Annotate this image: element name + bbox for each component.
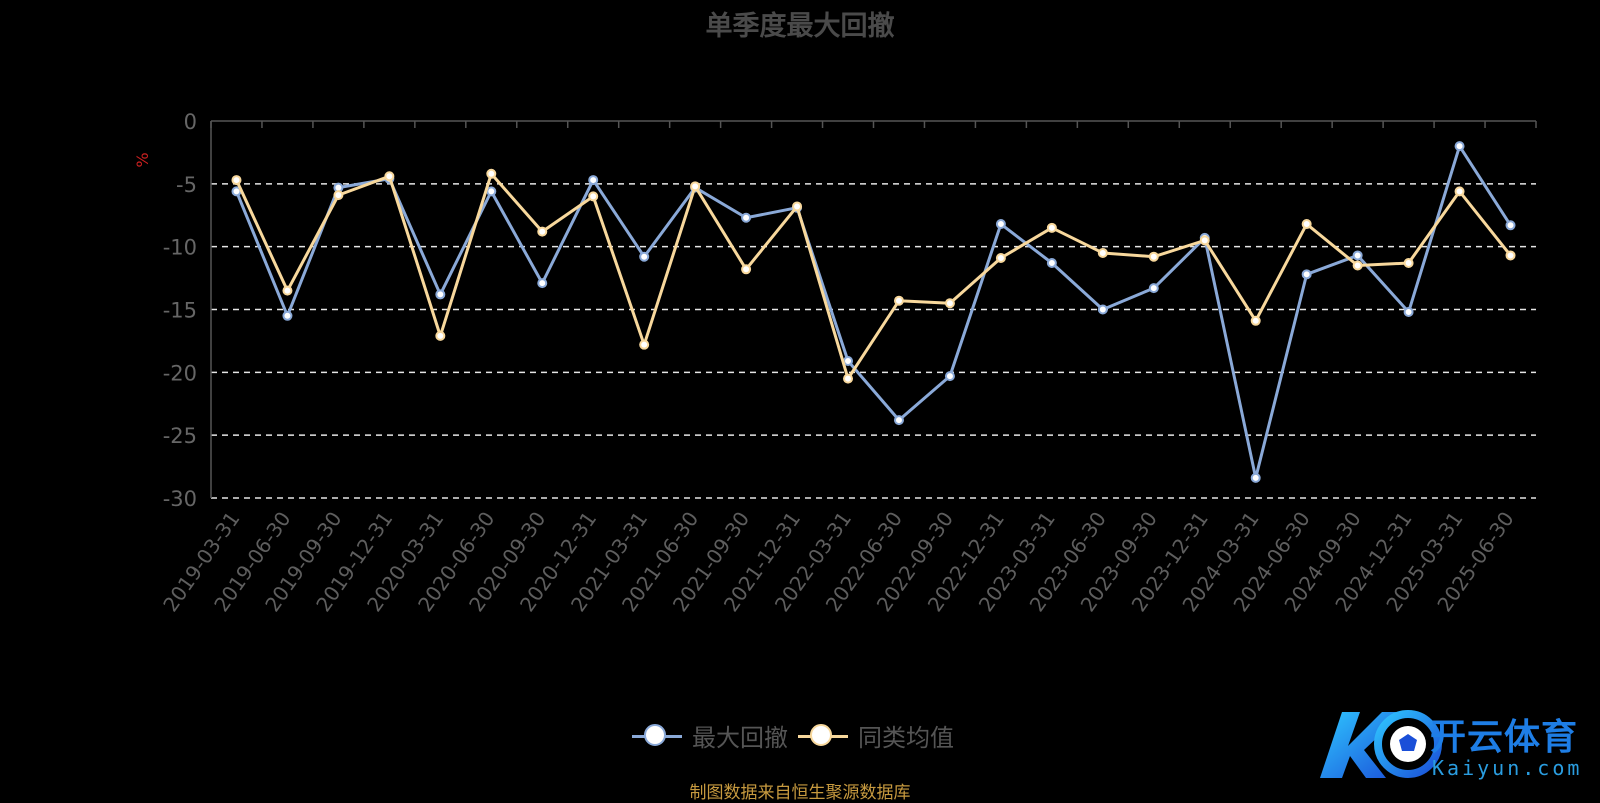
data-point[interactable] [1454, 141, 1465, 152]
data-point[interactable] [1148, 283, 1159, 294]
data-point[interactable] [486, 186, 497, 197]
data-point[interactable] [588, 175, 599, 186]
data-point[interactable] [1250, 472, 1261, 483]
data-point[interactable] [1403, 258, 1414, 269]
data-point[interactable] [1403, 307, 1414, 318]
data-point[interactable] [333, 190, 344, 201]
data-point[interactable] [282, 310, 293, 321]
data-point[interactable] [1352, 250, 1363, 261]
y-tick-label: -5 [176, 173, 197, 197]
y-axis-label: % [133, 152, 152, 167]
data-point[interactable] [537, 226, 548, 237]
data-point[interactable] [1454, 186, 1465, 197]
data-point[interactable] [435, 330, 446, 341]
data-point[interactable] [690, 181, 701, 192]
series [231, 141, 1516, 483]
series-line [235, 144, 1512, 480]
data-point[interactable] [1097, 247, 1108, 258]
y-tick-label: -25 [163, 424, 197, 448]
data-point[interactable] [486, 168, 497, 179]
y-tick-label: -15 [163, 299, 197, 323]
data-point[interactable] [1301, 219, 1312, 230]
data-point[interactable] [1301, 269, 1312, 280]
data-point[interactable] [384, 171, 395, 182]
brand-logo [1320, 710, 1442, 778]
data-point[interactable] [537, 278, 548, 289]
data-point[interactable] [1148, 251, 1159, 262]
data-point[interactable] [435, 289, 446, 300]
chart-title: 单季度最大回撤 [705, 11, 895, 42]
data-point[interactable] [944, 298, 955, 309]
brand-name: 开云体育 [1430, 717, 1579, 758]
legend-item-max-drawdown[interactable]: 最大回撤 [632, 718, 788, 753]
series-line [235, 172, 1512, 381]
data-point[interactable] [1352, 260, 1363, 271]
data-point[interactable] [639, 339, 650, 350]
brand-domain: Kaiyun.com [1432, 756, 1583, 780]
data-point[interactable] [639, 251, 650, 262]
axes [210, 120, 1537, 498]
y-tick-label: -20 [163, 361, 197, 385]
data-point[interactable] [231, 175, 242, 186]
data-point[interactable] [1505, 250, 1516, 261]
legend-item-peer-average[interactable]: 同类均值 [798, 718, 954, 753]
y-tick-label: -10 [163, 236, 197, 260]
x-tick-labels: 2019-03-312019-06-302019-09-302019-12-31… [158, 507, 1518, 616]
data-point[interactable] [1046, 258, 1057, 269]
data-point[interactable] [588, 191, 599, 202]
legend-swatch-peer-average [798, 721, 848, 751]
y-tick-label: 0 [184, 110, 197, 134]
data-point[interactable] [1250, 315, 1261, 326]
data-point[interactable] [1097, 304, 1108, 315]
data-point[interactable] [741, 212, 752, 223]
data-point[interactable] [944, 371, 955, 382]
data-point[interactable] [741, 264, 752, 275]
series-0 [231, 141, 1516, 483]
data-point[interactable] [792, 201, 803, 212]
source-note: 制图数据来自恒生聚源数据库 [689, 783, 911, 803]
data-point[interactable] [1046, 222, 1057, 233]
legend-swatch-max-drawdown [632, 721, 682, 751]
data-point[interactable] [843, 356, 854, 367]
legend-label-max-drawdown: 最大回撤 [692, 724, 788, 752]
y-tick-labels: 0 -5 -10 -15 -20 -25 -30 [163, 110, 197, 511]
legend: 最大回撤 同类均值 [632, 718, 964, 753]
series-1 [231, 168, 1516, 384]
data-point[interactable] [893, 415, 904, 426]
y-tick-label: -30 [163, 487, 197, 511]
data-point[interactable] [995, 219, 1006, 230]
data-point[interactable] [1505, 220, 1516, 231]
data-point[interactable] [893, 295, 904, 306]
data-point[interactable] [282, 285, 293, 296]
data-point[interactable] [843, 373, 854, 384]
legend-label-peer-average: 同类均值 [858, 724, 954, 752]
data-point[interactable] [995, 252, 1006, 263]
data-point[interactable] [1199, 235, 1210, 246]
